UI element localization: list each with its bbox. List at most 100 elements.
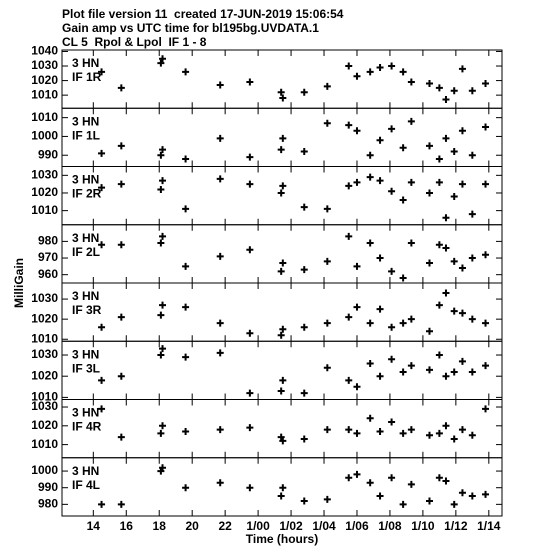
y-tick-label: 1030: [31, 399, 58, 413]
data-point: [435, 241, 443, 249]
y-tick-label: 1020: [31, 368, 58, 382]
data-point: [216, 319, 224, 327]
data-point: [323, 82, 331, 90]
data-point: [277, 146, 285, 154]
panel-label: IF 1L: [72, 128, 100, 142]
data-point: [442, 96, 450, 104]
data-point: [376, 372, 384, 380]
data-point: [345, 182, 353, 190]
data-point: [468, 315, 476, 323]
data-point: [98, 323, 106, 331]
y-tick-label: 1020: [31, 185, 58, 199]
data-point: [482, 79, 490, 87]
data-point: [407, 178, 415, 186]
header-line: Plot file version 11 created 17-JUN-2019…: [62, 7, 344, 21]
panel-label: 3 HN: [72, 114, 99, 128]
data-point: [182, 303, 190, 311]
data-point: [300, 88, 308, 96]
data-point: [468, 368, 476, 376]
data-point: [345, 62, 353, 70]
x-tick-label: 1/06: [345, 519, 369, 533]
data-point: [376, 136, 384, 144]
panel-label: IF 2R: [72, 187, 102, 201]
data-point: [458, 309, 466, 317]
data-point: [182, 262, 190, 270]
y-tick-label: 990: [38, 480, 58, 494]
panel-label: IF 3L: [72, 361, 100, 375]
data-point: [98, 68, 106, 76]
data-point: [388, 187, 396, 195]
data-point: [442, 477, 450, 485]
data-point: [450, 435, 458, 443]
data-point: [117, 180, 125, 188]
data-point: [468, 151, 476, 159]
data-point: [159, 232, 167, 240]
data-point: [277, 433, 285, 441]
data-point: [117, 84, 125, 92]
y-tick-label: 1030: [31, 347, 58, 361]
data-point: [407, 78, 415, 86]
data-point: [159, 177, 167, 185]
data-point: [442, 372, 450, 380]
data-point: [216, 81, 224, 89]
x-tick-label: 16: [120, 519, 134, 533]
data-point: [407, 315, 415, 323]
data-point: [323, 319, 331, 327]
y-tick-label: 1030: [31, 291, 58, 305]
data-point: [159, 464, 167, 472]
data-point: [399, 319, 407, 327]
y-tick-label: 960: [38, 267, 58, 281]
data-point: [279, 134, 287, 142]
data-point: [376, 177, 384, 185]
data-point: [388, 474, 396, 482]
data-point: [182, 427, 190, 435]
data-point: [366, 68, 374, 76]
panel-label: 3 HN: [72, 231, 99, 245]
data-point: [458, 65, 466, 73]
y-tick-label: 1010: [31, 87, 58, 101]
data-point: [216, 479, 224, 487]
data-point: [353, 72, 361, 80]
data-point: [300, 497, 308, 505]
data-point: [157, 311, 165, 319]
data-point: [468, 492, 476, 500]
header-line: Gain amp vs UTC time for bl195bg.UVDATA.…: [62, 21, 319, 35]
y-tick-label: 1010: [31, 110, 58, 124]
data-point: [435, 155, 443, 163]
y-tick-label: 1020: [31, 418, 58, 432]
data-point: [450, 500, 458, 508]
data-point: [425, 79, 433, 87]
panel-label: 3 HN: [72, 289, 99, 303]
data-point: [388, 355, 396, 363]
data-point: [442, 244, 450, 252]
data-point: [458, 357, 466, 365]
data-point: [407, 480, 415, 488]
data-point: [353, 178, 361, 186]
y-tick-label: 970: [38, 250, 58, 264]
x-tick-label: 20: [186, 519, 200, 533]
data-point: [376, 63, 384, 71]
data-point: [345, 474, 353, 482]
data-point: [366, 319, 374, 327]
y-tick-label: 980: [38, 234, 58, 248]
data-point: [376, 427, 384, 435]
data-point: [323, 364, 331, 372]
data-point: [345, 121, 353, 129]
data-point: [246, 389, 254, 397]
data-point: [425, 366, 433, 374]
data-point: [468, 254, 476, 262]
data-point: [117, 372, 125, 380]
data-point: [366, 151, 374, 159]
panel-label: 3 HN: [72, 347, 99, 361]
y-tick-label: 1000: [31, 463, 58, 477]
data-point: [323, 426, 331, 434]
x-tick-label: 1/02: [279, 519, 303, 533]
data-point: [482, 180, 490, 188]
y-tick-label: 1040: [31, 44, 58, 58]
data-point: [157, 351, 165, 359]
data-point: [425, 431, 433, 439]
data-point: [182, 353, 190, 361]
data-point: [353, 262, 361, 270]
panel-label: 3 HN: [72, 464, 99, 478]
